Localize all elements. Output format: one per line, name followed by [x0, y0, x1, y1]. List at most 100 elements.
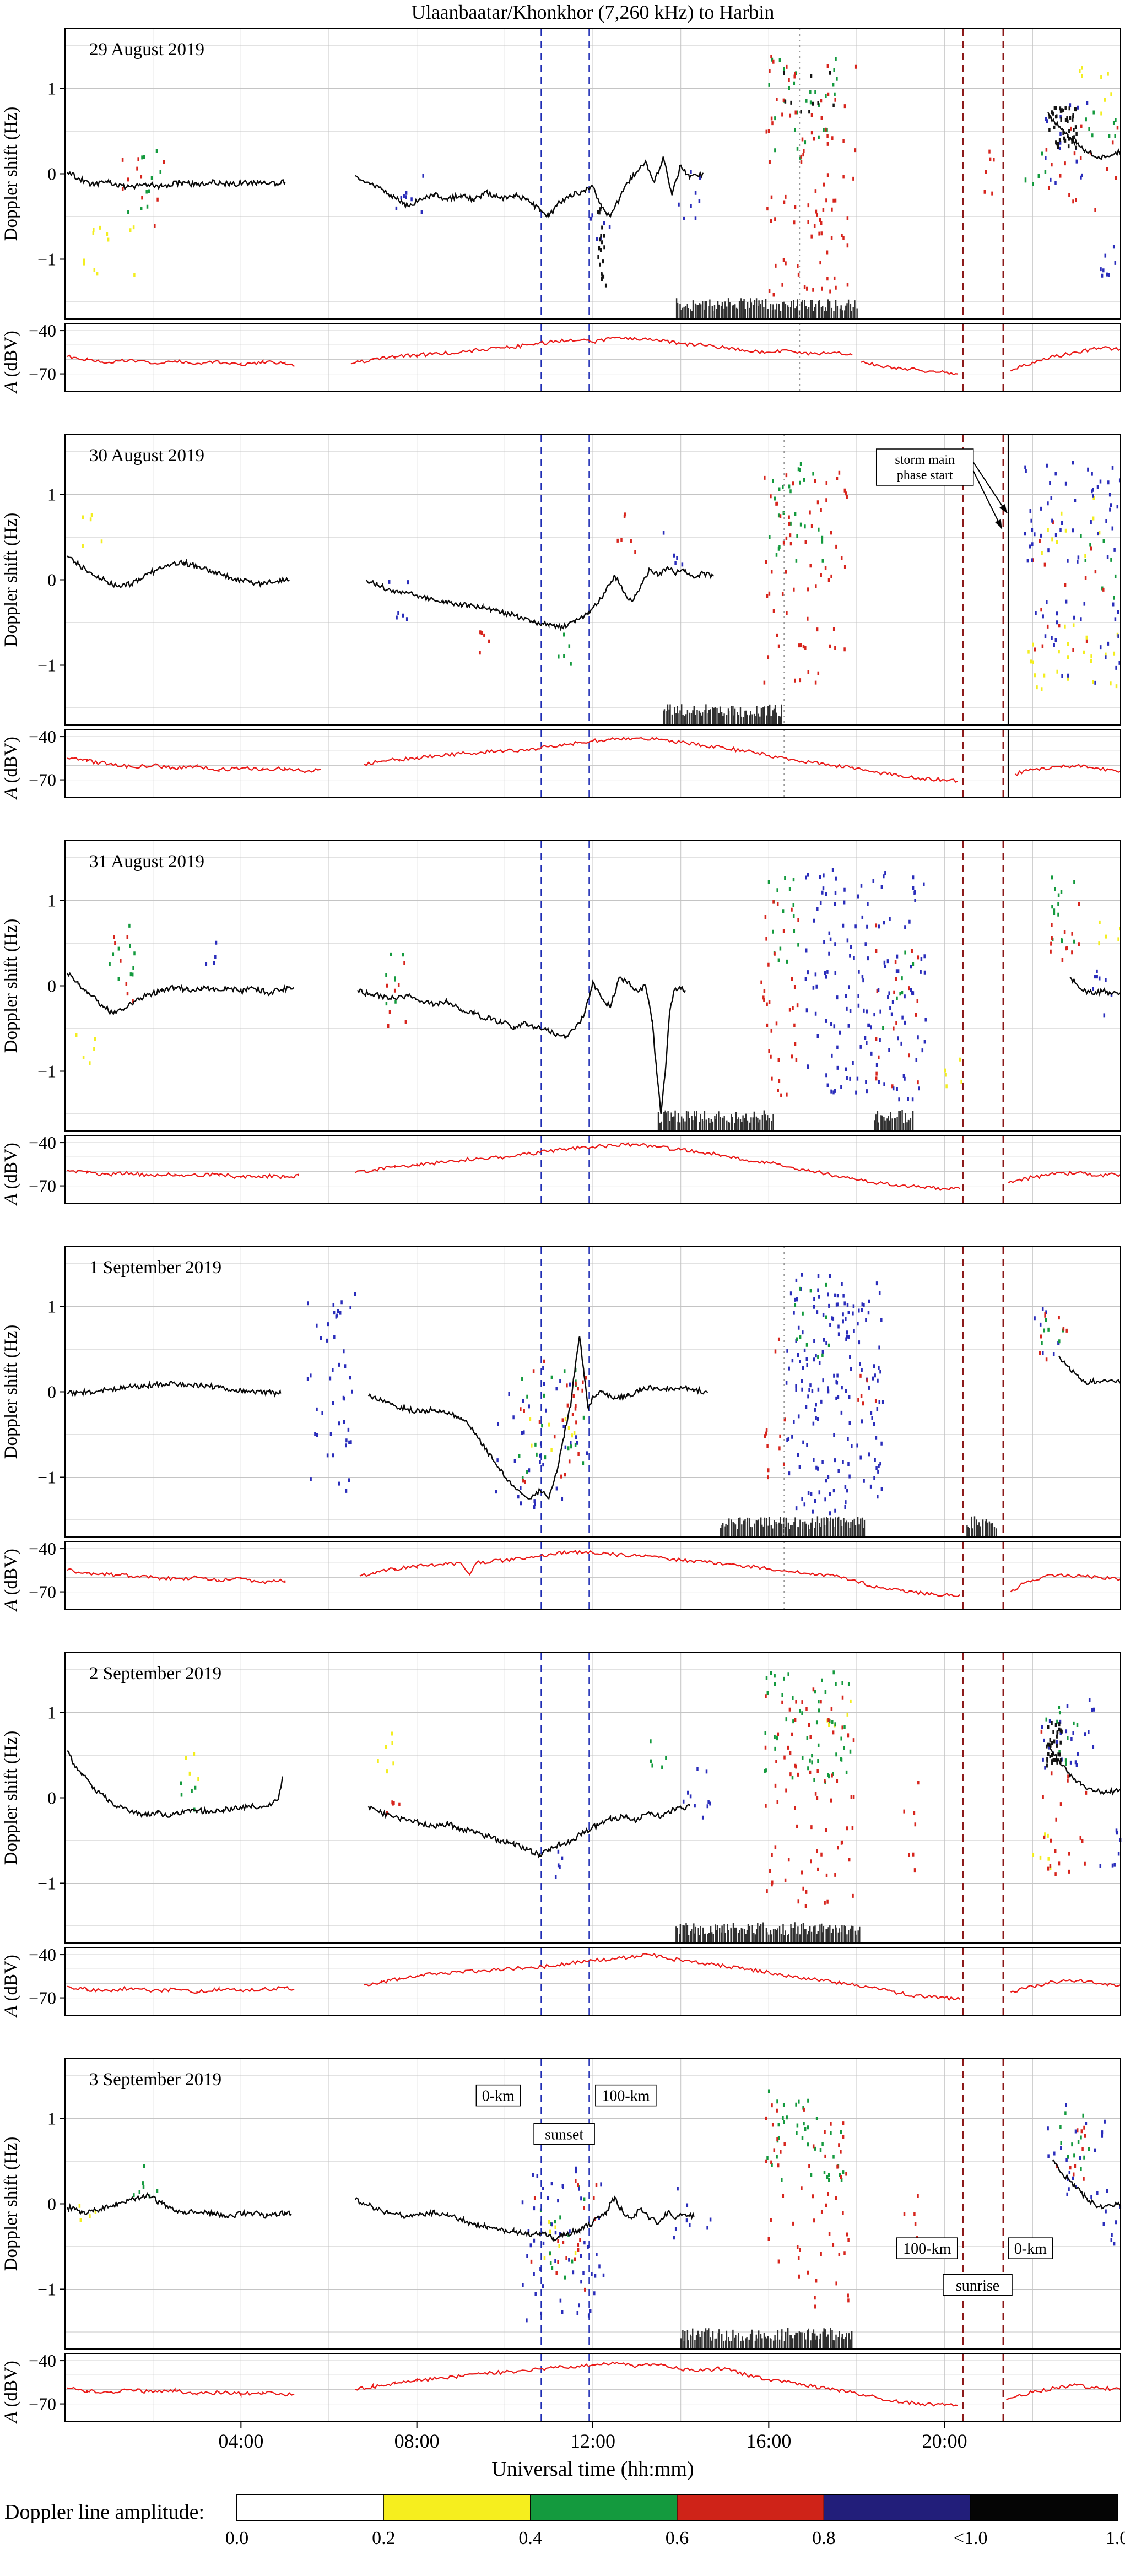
colorbar: 0.0 0.2 0.4 0.6 0.8 <1.0 1.0 — [225, 2494, 1125, 2548]
noise-band — [657, 1110, 774, 1130]
doppler-tick-label: 1 — [47, 485, 56, 505]
speckle-cluster — [1092, 969, 1113, 1018]
colorbar-tick-label: 0.2 — [372, 2528, 396, 2548]
x-tick-label: 04:00 — [218, 2430, 263, 2452]
amplitude-trace — [1010, 1978, 1121, 1993]
speckle-cluster — [529, 1417, 576, 1452]
annotation-box — [595, 2084, 657, 2107]
doppler-trace — [354, 2195, 695, 2242]
doppler-tick-label: 1 — [47, 79, 56, 99]
amplitude-trace — [1010, 1573, 1121, 1593]
speckle-cluster — [597, 207, 607, 288]
doppler-axis-label: Doppler shift (Hz) — [1, 1731, 21, 1865]
speckle-cluster — [765, 55, 857, 297]
speckle-cluster — [185, 1752, 199, 1781]
speckle-cluster — [1040, 1729, 1088, 1876]
noise-band — [874, 1110, 914, 1130]
speckle-cluster — [78, 2204, 97, 2222]
doppler-trace — [66, 972, 294, 1016]
amplitude-trace — [67, 354, 295, 367]
doppler-trace — [1058, 1355, 1121, 1386]
amplitude-trace — [1014, 764, 1121, 777]
speckle-cluster — [518, 1368, 585, 1480]
doppler-tick-label: 1 — [47, 2109, 56, 2129]
speckle-cluster — [763, 470, 848, 685]
annotation-text: 100-km — [602, 2088, 650, 2105]
amp-panel-border — [64, 1947, 1121, 2016]
doppler-axis-label: Doppler shift (Hz) — [1, 513, 21, 647]
amplitude-trace — [355, 1142, 961, 1192]
doppler-tick-label: 0 — [47, 1788, 56, 1808]
speckle-cluster — [109, 923, 136, 981]
speckle-cluster — [1100, 245, 1117, 278]
speckle-cluster — [1079, 66, 1112, 116]
colorbar-label: Doppler line amplitude: — [4, 2501, 204, 2524]
amp-tick-label: −40 — [29, 1133, 56, 1152]
amp-panel-border — [64, 729, 1121, 798]
gridlines — [65, 2059, 1121, 2421]
speckle-cluster — [558, 632, 572, 666]
amplitude-trace — [355, 2361, 958, 2407]
doppler-tick-label: −1 — [37, 250, 56, 269]
speckle-cluster — [113, 935, 134, 1003]
amp-axis-label: A (dBV) — [1, 1549, 21, 1612]
gridlines — [65, 1247, 1121, 1609]
speckle-cluster — [783, 71, 835, 114]
gridlines — [65, 29, 1121, 391]
doppler-tick-label: 0 — [47, 164, 56, 184]
doppler-trace — [365, 566, 714, 631]
doppler-trace — [367, 1336, 708, 1500]
speckle-cluster — [764, 1670, 852, 1784]
colorbar-tick-label: 0.0 — [225, 2528, 249, 2548]
doppler-trace — [1047, 112, 1122, 160]
noise-band — [720, 1516, 866, 1536]
colorbar-tick-label: 0.6 — [666, 2528, 689, 2548]
amp-tick-label: −40 — [29, 1945, 56, 1965]
speckle-cluster — [1080, 534, 1117, 600]
doppler-axis-label: Doppler shift (Hz) — [1, 107, 21, 241]
x-axis-label: Universal time (hh:mm) — [491, 2458, 694, 2481]
amp-axis-label: A (dBV) — [1, 737, 21, 800]
doppler-trace — [67, 171, 286, 191]
colorbar-tick-label: 1.0 — [1106, 2528, 1125, 2548]
speckle-cluster — [520, 1359, 587, 1484]
amp-axis-label: A (dBV) — [1, 1143, 21, 1206]
annotation-text: 0-km — [482, 2088, 515, 2105]
x-tick-label: 20:00 — [922, 2430, 967, 2452]
doppler-tick-label: −1 — [37, 2280, 56, 2299]
colorbar-tick-label: <1.0 — [954, 2528, 988, 2548]
speckle-cluster — [589, 213, 611, 241]
storm-arrow — [972, 470, 1003, 529]
storm-annotation-box — [875, 448, 974, 486]
speckle-cluster — [673, 2187, 712, 2240]
amp-panel-border — [64, 1135, 1121, 1204]
annotation-box — [533, 2123, 595, 2145]
gridlines — [65, 435, 1121, 797]
speckle-cluster — [479, 630, 490, 655]
speckle-cluster — [1045, 124, 1119, 212]
storm-annotation-text: phase start — [897, 468, 953, 483]
speckle-cluster — [205, 940, 218, 966]
panel-date-label: 30 August 2019 — [89, 446, 204, 466]
speckle-cluster — [386, 961, 407, 1028]
panel-block-5: 0-km 100-km sunset 100-km 0-km sunrise 3 Septe… — [1, 2058, 1122, 2424]
speckle-cluster — [1027, 623, 1119, 691]
speckle-cluster — [386, 1800, 401, 1815]
speckle-cluster — [760, 900, 799, 1097]
amplitude-trace — [861, 360, 958, 376]
speckle-cluster — [1059, 2111, 1090, 2171]
noise-band — [675, 1922, 861, 1942]
speckle-cluster — [83, 225, 136, 277]
amp-tick-label: −70 — [29, 1988, 56, 2008]
doppler-trace — [1048, 1744, 1121, 1796]
colorbar-segment — [970, 2494, 1118, 2521]
speckle-cluster — [1041, 1318, 1064, 1345]
doppler-tick-label: 0 — [47, 2194, 56, 2214]
speckle-cluster — [1099, 1828, 1122, 1868]
speckle-cluster — [616, 512, 636, 554]
amplitude-trace — [67, 1568, 286, 1584]
doppler-tick-label: 0 — [47, 1382, 56, 1402]
doppler-trace — [1069, 977, 1121, 997]
amplitude-trace — [1008, 1170, 1121, 1184]
doppler-axis-label: Doppler shift (Hz) — [1, 1325, 21, 1459]
